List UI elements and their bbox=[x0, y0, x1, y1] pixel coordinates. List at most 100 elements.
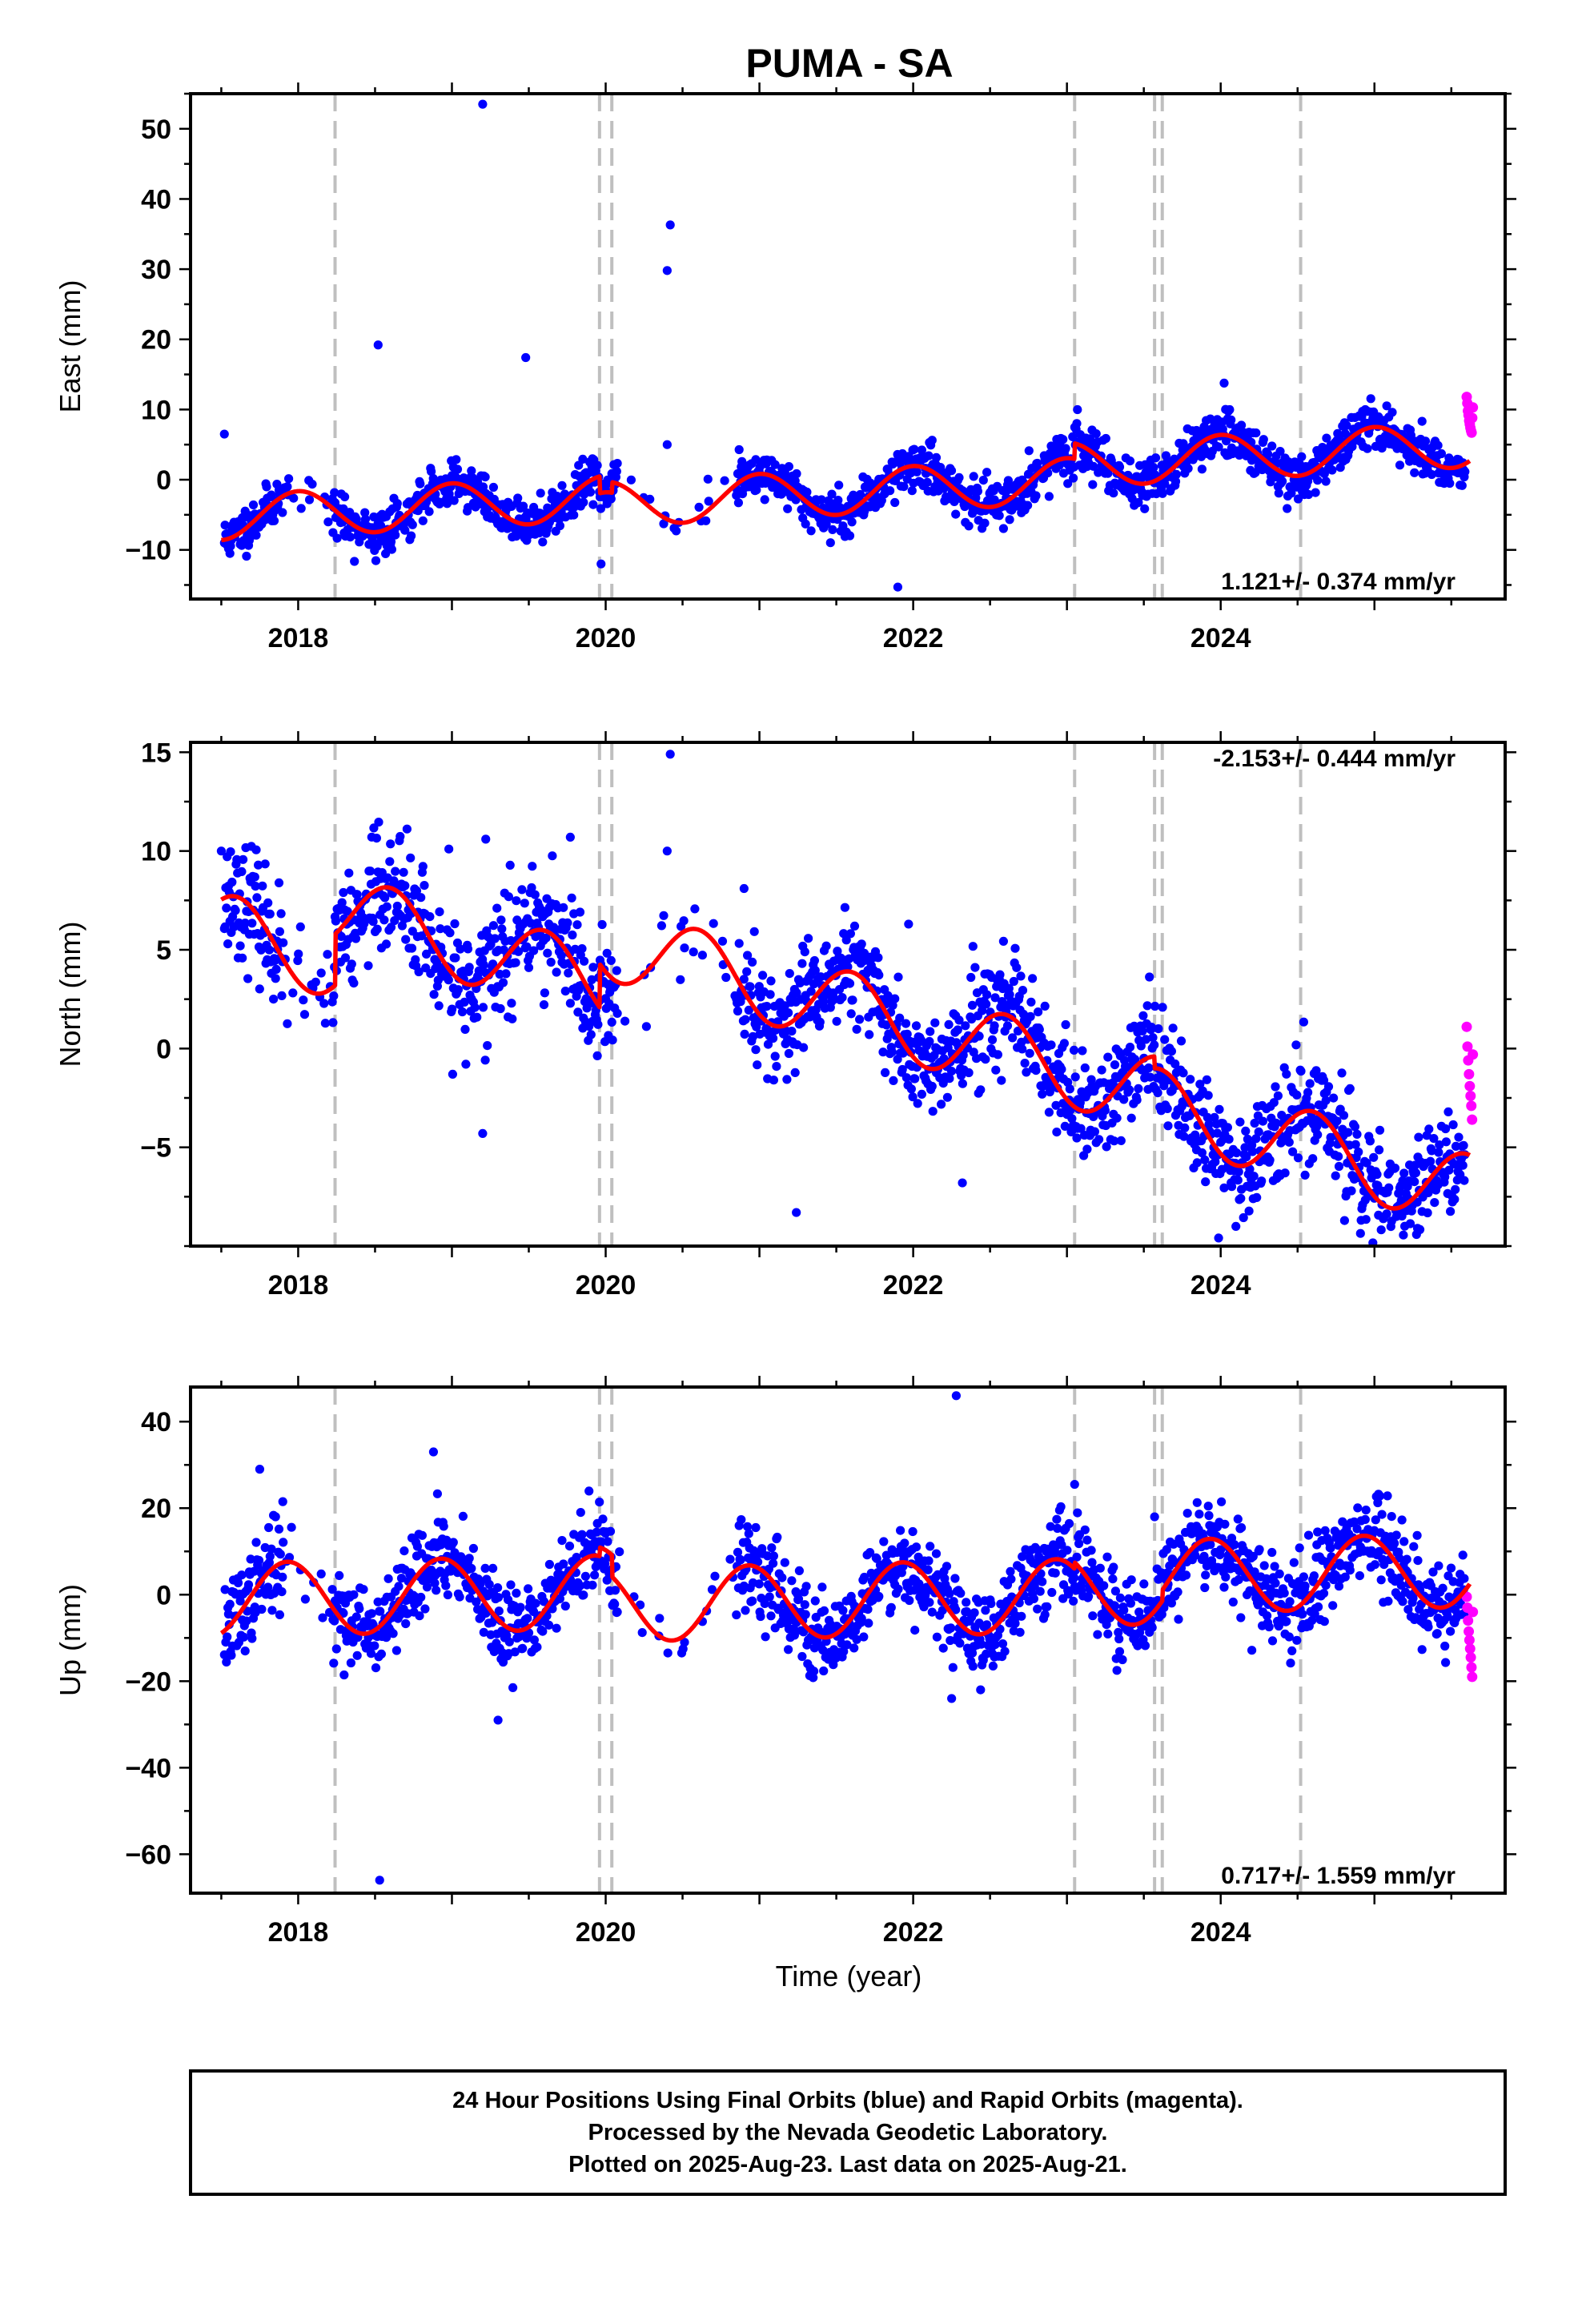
data-point bbox=[376, 521, 386, 531]
data-point bbox=[612, 1607, 622, 1617]
data-point bbox=[945, 1589, 954, 1598]
data-point bbox=[1293, 494, 1303, 504]
rate-label: -2.153+/- 0.444 mm/yr bbox=[1213, 746, 1456, 772]
data-point bbox=[287, 1522, 296, 1532]
data-point bbox=[1153, 1088, 1162, 1098]
data-point bbox=[1382, 1209, 1391, 1219]
data-point bbox=[1230, 1540, 1239, 1550]
data-point bbox=[424, 507, 434, 517]
data-point bbox=[1109, 489, 1118, 498]
data-point bbox=[828, 525, 837, 535]
outlier-point bbox=[493, 1715, 503, 1725]
data-point bbox=[987, 1035, 998, 1044]
rapid-orbit-point bbox=[1468, 1606, 1479, 1618]
data-point bbox=[448, 1004, 457, 1014]
data-point bbox=[743, 951, 753, 960]
outlier-point bbox=[665, 220, 675, 230]
data-point bbox=[416, 893, 426, 903]
data-point bbox=[956, 1588, 966, 1598]
data-point bbox=[655, 1614, 665, 1623]
data-point bbox=[847, 517, 857, 527]
data-point bbox=[1458, 1160, 1468, 1170]
data-point bbox=[1018, 986, 1028, 995]
data-point bbox=[1376, 1225, 1386, 1235]
data-point bbox=[1068, 432, 1078, 442]
data-point bbox=[734, 444, 744, 455]
data-point bbox=[1093, 1630, 1102, 1639]
data-point bbox=[483, 1041, 492, 1051]
data-point bbox=[269, 995, 279, 1004]
data-point bbox=[734, 939, 744, 948]
data-point bbox=[299, 995, 308, 1005]
data-point bbox=[689, 947, 698, 957]
data-point bbox=[1044, 1108, 1054, 1117]
data-point bbox=[890, 994, 900, 1003]
data-point bbox=[736, 1555, 745, 1565]
data-point bbox=[497, 924, 507, 934]
data-point bbox=[1119, 1095, 1129, 1104]
rapid-orbit-point bbox=[1467, 1114, 1478, 1125]
data-point bbox=[359, 1585, 368, 1594]
data-point bbox=[522, 942, 532, 951]
rapid-orbit-point bbox=[1467, 412, 1478, 424]
data-point bbox=[408, 520, 417, 529]
data-point bbox=[387, 545, 396, 554]
data-point bbox=[458, 1511, 468, 1521]
data-point bbox=[752, 1022, 761, 1031]
data-point bbox=[1402, 1554, 1411, 1564]
data-point bbox=[1013, 1026, 1023, 1035]
data-point bbox=[602, 948, 612, 958]
data-point bbox=[331, 1644, 341, 1654]
data-point bbox=[1311, 488, 1320, 497]
data-point bbox=[436, 924, 445, 934]
data-point bbox=[508, 1014, 517, 1023]
data-point bbox=[258, 881, 267, 891]
data-point bbox=[1038, 1089, 1047, 1099]
data-point bbox=[479, 960, 488, 970]
data-point bbox=[1361, 1215, 1371, 1224]
data-point bbox=[243, 1580, 254, 1590]
data-point bbox=[1150, 1040, 1159, 1050]
data-point bbox=[1410, 468, 1419, 477]
data-point bbox=[906, 1084, 916, 1094]
data-point bbox=[901, 1019, 911, 1028]
data-point bbox=[1136, 1041, 1146, 1051]
data-point bbox=[351, 1612, 361, 1622]
data-point bbox=[376, 1649, 386, 1659]
data-point bbox=[1387, 408, 1397, 417]
data-point bbox=[532, 1642, 542, 1652]
data-point bbox=[1018, 1044, 1027, 1054]
data-point bbox=[974, 1031, 984, 1041]
data-point bbox=[1091, 429, 1101, 439]
data-point bbox=[1006, 1566, 1015, 1576]
data-point bbox=[1420, 436, 1431, 446]
data-point bbox=[400, 1546, 409, 1556]
data-point bbox=[1432, 1629, 1442, 1638]
data-point bbox=[240, 1647, 250, 1656]
data-point bbox=[584, 1486, 594, 1496]
data-point bbox=[1166, 1047, 1176, 1056]
data-point bbox=[1234, 1167, 1243, 1176]
data-point bbox=[1224, 1135, 1234, 1144]
data-point bbox=[982, 1620, 992, 1630]
data-point bbox=[890, 497, 900, 508]
data-point bbox=[970, 963, 980, 972]
outlier-point bbox=[951, 1391, 961, 1401]
data-point bbox=[1116, 1136, 1126, 1145]
data-point bbox=[760, 495, 769, 505]
data-point bbox=[741, 1606, 750, 1615]
data-point bbox=[946, 1623, 956, 1633]
data-point bbox=[1275, 1569, 1284, 1578]
data-point bbox=[1085, 434, 1094, 444]
data-point bbox=[467, 1563, 476, 1574]
data-point bbox=[1313, 476, 1323, 485]
data-point bbox=[1095, 1563, 1105, 1573]
data-point bbox=[976, 1085, 986, 1095]
outlier-point bbox=[958, 1178, 967, 1188]
data-point bbox=[1236, 1613, 1246, 1622]
data-point bbox=[990, 993, 1000, 1003]
data-point bbox=[1285, 1597, 1295, 1606]
data-point bbox=[267, 1606, 277, 1615]
data-point bbox=[1376, 1252, 1385, 1261]
